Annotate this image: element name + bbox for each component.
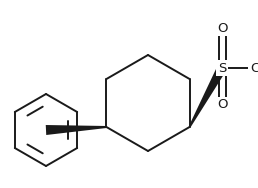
Polygon shape	[189, 66, 226, 127]
Text: O: O	[217, 21, 227, 35]
Text: Cl: Cl	[250, 61, 258, 74]
Text: O: O	[217, 99, 227, 111]
Text: S: S	[218, 61, 226, 74]
Polygon shape	[46, 125, 107, 135]
